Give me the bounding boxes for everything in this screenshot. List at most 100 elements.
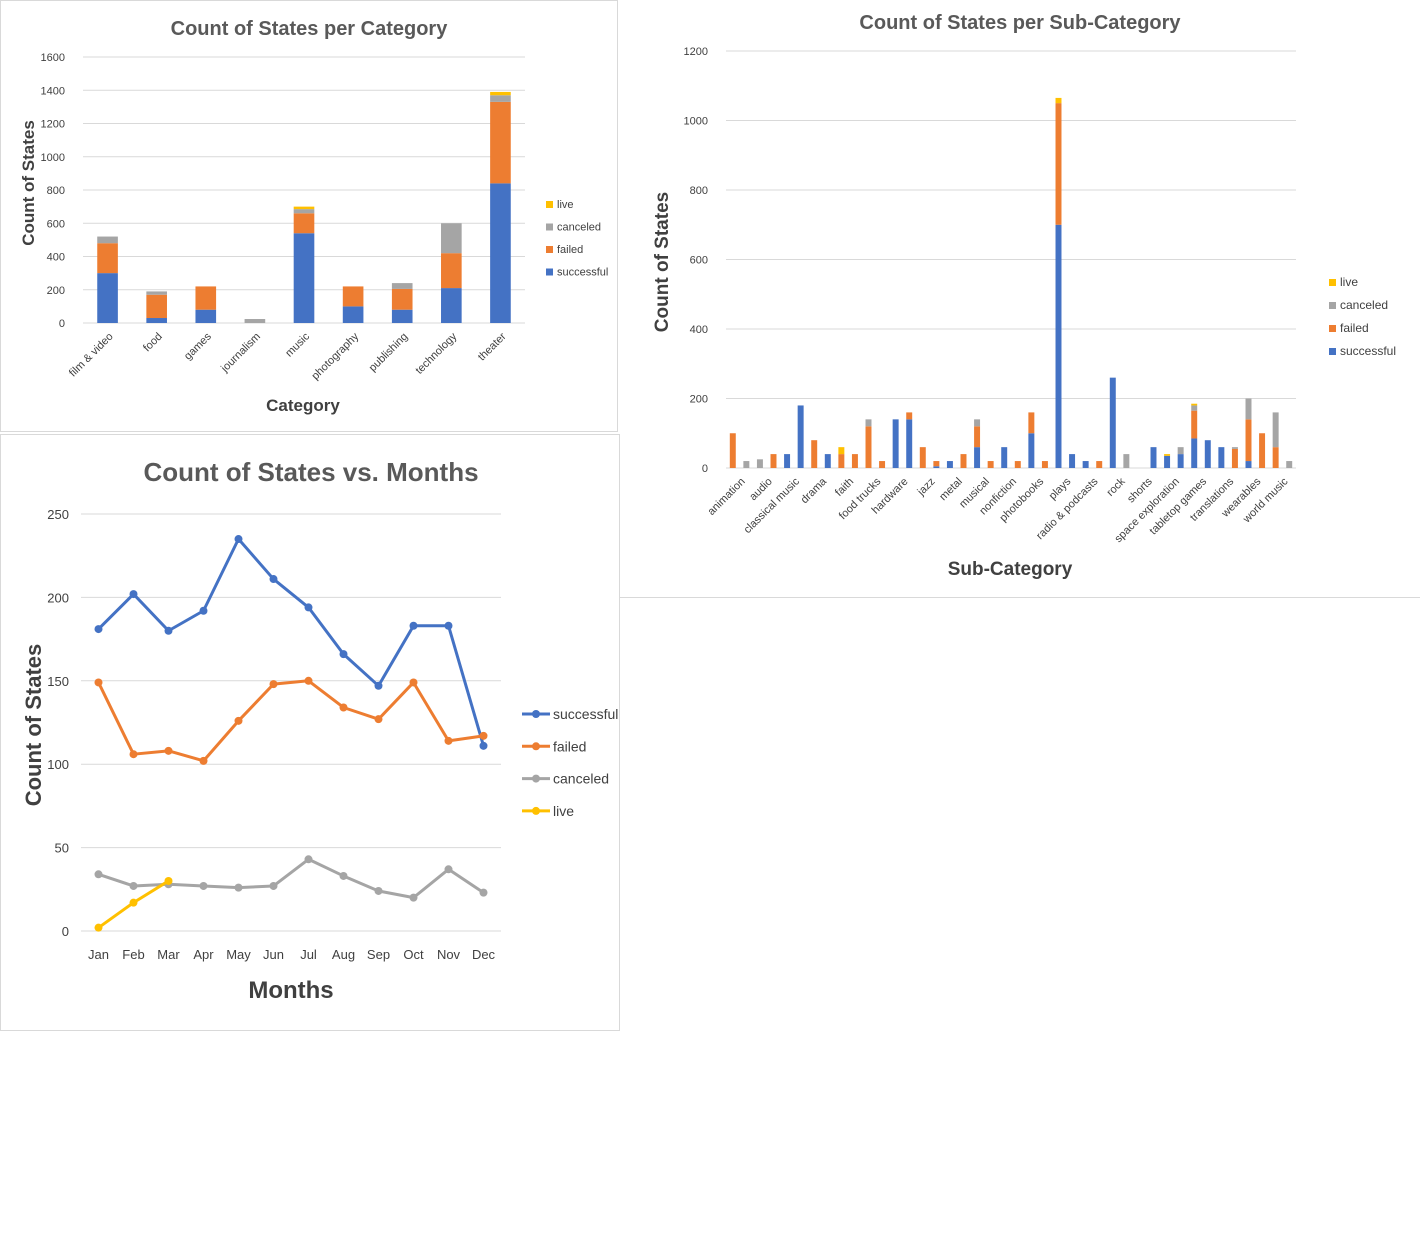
- point-failed-nov: [444, 736, 453, 745]
- legend-label-live: live: [553, 803, 574, 819]
- legend-label-failed: failed: [557, 244, 583, 256]
- x-tick-label-rock: rock: [1105, 475, 1129, 499]
- y-tick-label: 600: [690, 255, 708, 267]
- bar-successful-plays: [1055, 224, 1062, 468]
- y-tick-label: 0: [702, 463, 708, 475]
- line-canceled: [98, 857, 485, 900]
- x-tick-label-journalism: journalism: [218, 331, 263, 376]
- x-tick-label-jun: Jun: [263, 947, 284, 962]
- legend-label-canceled: canceled: [1340, 298, 1388, 312]
- months-chart-panel: Count of States vs. Months 0 50 100 150 200 25…: [0, 434, 620, 1031]
- point-successful-jan: [94, 625, 103, 634]
- point-canceled-jul: [304, 855, 313, 864]
- point-failed-aug: [339, 703, 348, 712]
- bar-successful-indie-rock: [906, 419, 913, 468]
- x-tick-label-aug: Aug: [332, 947, 355, 962]
- bar-failed-theater: [490, 101, 511, 184]
- line-successful: [97, 537, 485, 747]
- x-axis-title: Sub-Category: [948, 559, 1073, 580]
- y-tick-label: 400: [47, 252, 65, 264]
- x-axis-title: Category: [266, 396, 340, 415]
- point-failed-dec: [479, 731, 488, 740]
- chart-title: Count of States per Category: [171, 18, 449, 40]
- bar-canceled-publishing: [391, 283, 413, 289]
- point-canceled-apr: [199, 881, 208, 890]
- point-successful-mar: [164, 626, 173, 635]
- point-failed-may: [234, 716, 243, 725]
- point-successful-jun: [269, 575, 278, 584]
- point-successful-apr: [199, 606, 208, 615]
- bar-successful-film-video: [97, 273, 118, 323]
- legend-label-successful: successful: [557, 267, 608, 279]
- point-failed-mar: [164, 746, 173, 755]
- y-tick-label: 1000: [684, 116, 708, 128]
- point-failed-sep: [374, 715, 383, 724]
- x-tick-label-games: games: [182, 330, 214, 362]
- bar-failed-music: [293, 213, 315, 234]
- y-tick-label: 250: [47, 507, 69, 522]
- legend-label-failed: failed: [1340, 321, 1369, 335]
- bar-failed-photography: [342, 286, 364, 307]
- bar-successful-nonfiction: [1001, 447, 1008, 468]
- bar-successful-publishing: [391, 309, 413, 323]
- point-successful-jul: [304, 603, 313, 612]
- legend-swatch-successful: [1329, 348, 1336, 355]
- bar-successful-photobooks: [1028, 433, 1035, 468]
- bar-successful-translations: [1218, 447, 1225, 468]
- x-tick-label-feb: Feb: [122, 947, 144, 962]
- point-canceled-jan: [94, 870, 103, 879]
- bar-canceled-food-trucks: [865, 419, 872, 427]
- y-tick-label: 1000: [41, 152, 65, 164]
- bar-failed-animation: [729, 433, 736, 468]
- legend-label-live: live: [1340, 275, 1358, 289]
- bar-live-music: [293, 206, 315, 210]
- bar-failed-food: [146, 294, 167, 319]
- y-tick-label: 400: [690, 324, 708, 336]
- x-tick-label-faith: faith: [833, 476, 856, 499]
- x-tick-label-dec: Dec: [472, 947, 496, 962]
- x-tick-label-jazz: jazz: [915, 476, 938, 499]
- bar-failed-web: [1259, 433, 1266, 468]
- legend-label-successful: successful: [1340, 344, 1396, 358]
- bar-successful-hardware: [892, 419, 899, 468]
- bar-canceled-audio: [756, 459, 763, 468]
- legend-label-canceled: canceled: [553, 771, 609, 787]
- bar-successful-metal: [946, 461, 953, 468]
- bar-canceled-technology: [441, 223, 462, 254]
- bar-successful-food: [146, 318, 167, 323]
- bar-successful-pop: [1069, 454, 1076, 468]
- point-canceled-aug: [339, 871, 348, 880]
- x-tick-label-mar: Mar: [157, 947, 180, 962]
- bar-canceled-world-music: [1272, 412, 1279, 448]
- legend-swatch-live: [1329, 279, 1336, 286]
- point-live-feb: [129, 898, 138, 907]
- bar-live-faith: [838, 447, 845, 455]
- point-failed-jul: [304, 676, 313, 685]
- point-successful-sep: [374, 681, 383, 690]
- x-tick-label-apr: Apr: [193, 947, 214, 962]
- point-failed-jan: [94, 678, 103, 687]
- bar-failed-mobile-games: [960, 454, 967, 468]
- point-successful-feb: [129, 590, 138, 599]
- y-tick-label: 50: [55, 841, 69, 856]
- bar-successful-classical-music: [784, 454, 791, 468]
- chart-title: Count of States per Sub-Category: [859, 12, 1181, 34]
- point-successful-nov: [444, 621, 453, 630]
- y-tick-label: 800: [690, 185, 708, 197]
- bar-canceled-science-fiction: [1123, 454, 1130, 468]
- x-tick-label-jul: Jul: [300, 947, 317, 962]
- legend-label-successful: successful: [553, 706, 618, 722]
- point-successful-dec: [479, 741, 488, 750]
- bar-failed-tabletop-games: [1191, 410, 1198, 439]
- legend-label-live: live: [557, 199, 574, 211]
- bar-successful-wearables: [1245, 461, 1252, 468]
- subcategory-chart-panel: Count of States per Sub-Category 0 200 400 6…: [620, 0, 1420, 598]
- legend-swatch-failed: [546, 246, 553, 253]
- x-tick-label-food: food: [141, 331, 165, 355]
- bar-failed-wearables: [1245, 419, 1252, 462]
- point-live-jan: [94, 923, 103, 932]
- legend-swatch-canceled: [1329, 302, 1336, 309]
- x-tick-label-technology: technology: [413, 330, 459, 376]
- y-tick-label: 0: [59, 318, 65, 330]
- point-successful-aug: [339, 650, 348, 659]
